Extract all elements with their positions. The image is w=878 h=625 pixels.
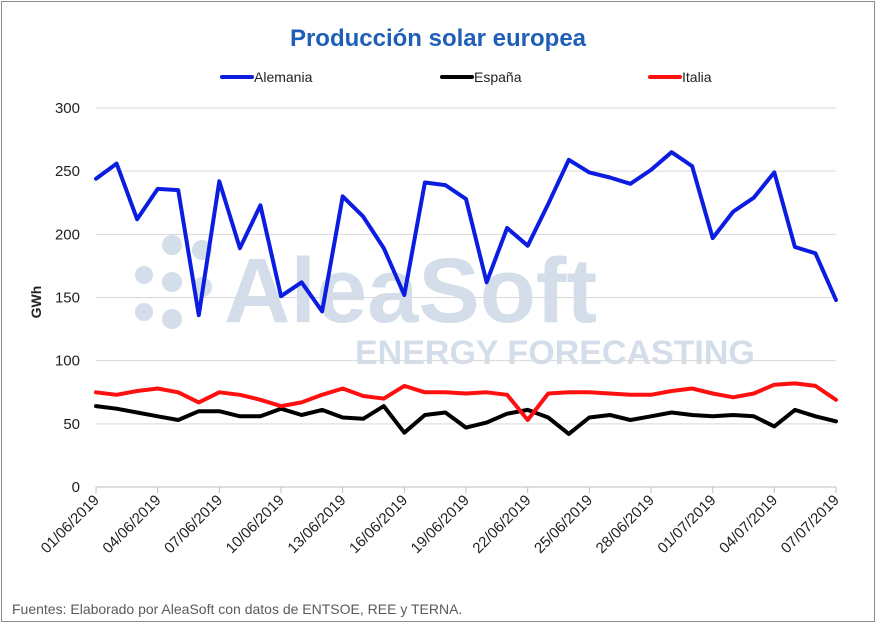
x-axis-ticks: 01/06/201904/06/201907/06/201910/06/2019… — [38, 487, 843, 557]
y-tick-label: 150 — [55, 290, 80, 307]
chart-legend: Alemania España Italia — [220, 69, 712, 85]
x-tick-label: 07/07/2019 — [778, 492, 843, 557]
y-tick-label: 50 — [63, 416, 80, 433]
legend-item: Italia — [648, 69, 712, 85]
legend-label: Alemania — [254, 69, 313, 85]
y-tick-label: 0 — [72, 479, 80, 496]
x-tick-label: 22/06/2019 — [469, 492, 534, 557]
y-tick-label: 200 — [55, 226, 80, 243]
y-axis-label: GWh — [28, 286, 44, 319]
x-tick-label: 25/06/2019 — [531, 492, 596, 557]
y-tick-label: 300 — [55, 100, 80, 117]
x-tick-label: 16/06/2019 — [346, 492, 411, 557]
legend-label: Italia — [682, 69, 712, 85]
series-lines — [94, 150, 838, 436]
y-axis-ticks: 0 50 100 150 200 250 300 — [55, 100, 80, 496]
series-line-espana — [94, 404, 838, 436]
x-tick-label: 01/07/2019 — [654, 492, 719, 557]
x-tick-label: 13/06/2019 — [284, 492, 349, 557]
x-tick-label: 28/06/2019 — [593, 492, 658, 557]
legend-item: Alemania — [220, 69, 313, 85]
legend-label: España — [474, 69, 522, 85]
chart-title: Producción solar europea — [290, 25, 587, 52]
legend-item: España — [440, 69, 522, 85]
y-tick-label: 100 — [55, 353, 80, 370]
series-line-italia — [94, 381, 838, 422]
aleasoft-watermark: AleaSoft ENERGY FORECASTING — [135, 235, 755, 372]
gridlines — [96, 107, 836, 425]
x-tick-label: 10/06/2019 — [223, 492, 288, 557]
x-tick-label: 04/06/2019 — [99, 492, 164, 557]
source-footnote: Fuentes: Elaborado por AleaSoft con dato… — [12, 601, 462, 617]
series-line-alemania — [94, 150, 838, 318]
x-tick-label: 19/06/2019 — [408, 492, 473, 557]
x-tick-label: 04/07/2019 — [716, 492, 781, 557]
y-tick-label: 250 — [55, 163, 80, 180]
x-tick-label: 07/06/2019 — [161, 492, 226, 557]
aleasoft-logo-dots-icon — [135, 235, 212, 329]
watermark-tagline: ENERGY FORECASTING — [355, 334, 755, 372]
x-tick-label: 01/06/2019 — [38, 492, 103, 557]
